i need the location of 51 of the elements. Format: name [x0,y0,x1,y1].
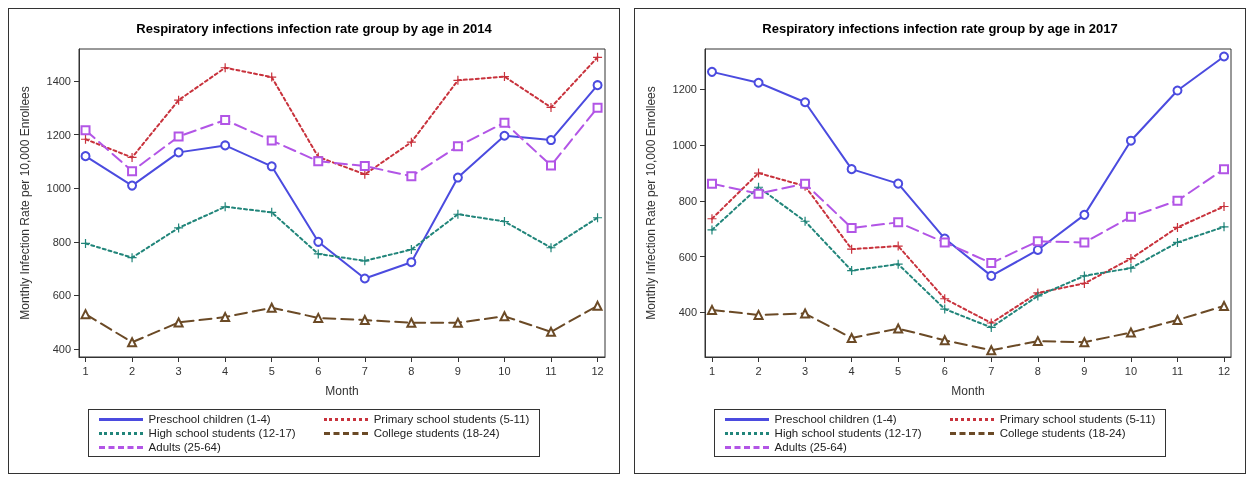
x-tick-label: 4 [222,364,229,377]
x-tick-label: 8 [408,364,415,377]
y-tick-label: 1000 [46,182,71,195]
x-tick-label: 9 [1081,364,1088,377]
legend-label: High school students (12-17) [148,427,296,439]
legend-label: Primary school students (5-11) [999,413,1156,425]
x-tick-label: 5 [268,364,275,377]
y-tick-label: 1200 [672,83,697,96]
x-tick-label: 1 [82,364,89,377]
legend-label: Adults (25-64) [774,441,847,453]
y-tick-label: 1400 [46,75,71,88]
legend-label: College students (18-24) [373,427,500,439]
x-axis-title: Month [325,384,359,398]
x-tick-label: 12 [1217,364,1231,377]
x-tick-label: 10 [1124,364,1138,377]
x-tick-label: 11 [545,364,557,377]
x-tick-label: 2 [129,364,136,377]
legend-label: Primary school students (5-11) [373,413,530,425]
legend-label: Adults (25-64) [148,441,221,453]
legend-label: Preschool children (1-4) [148,413,271,425]
y-tick-label: 600 [52,289,71,302]
legend-label: Preschool children (1-4) [774,413,897,425]
x-tick-label: 1 [708,364,716,377]
y-axis-title: Monthly Infection Rate per 10,000 Enrollees [644,86,658,320]
chart-title: Respiratory infections infection rate group by age in 2017 [762,21,1118,36]
x-tick-label: 12 [591,364,604,377]
x-tick-label: 4 [848,364,855,377]
y-tick-label: 800 [52,235,71,248]
y-tick-label: 400 [52,342,71,355]
x-tick-label: 3 [802,364,809,377]
x-tick-label: 6 [315,364,322,377]
y-axis-title: Monthly Infection Rate per 10,000 Enrollees [18,86,32,320]
x-tick-label: 3 [175,364,182,377]
x-tick-label: 6 [941,364,948,377]
x-tick-label: 9 [454,364,461,377]
x-tick-label: 8 [1034,364,1041,377]
y-tick-label: 800 [678,194,697,207]
x-tick-label: 7 [988,364,995,377]
y-tick-label: 1200 [46,128,71,141]
legend-label: High school students (12-17) [774,427,922,439]
x-tick-label: 7 [361,364,368,377]
x-axis-title: Month [951,384,985,398]
x-tick-label: 5 [895,364,902,377]
x-tick-label: 2 [755,364,762,377]
chart-title: Respiratory infections infection rate group by age in 2014 [136,21,493,36]
y-tick-label: 600 [678,250,697,263]
legend-label: College students (18-24) [999,427,1126,439]
y-tick-label: 1000 [672,139,697,152]
x-tick-label: 11 [1171,364,1184,377]
x-tick-label: 10 [498,364,511,377]
y-tick-label: 400 [678,306,697,319]
